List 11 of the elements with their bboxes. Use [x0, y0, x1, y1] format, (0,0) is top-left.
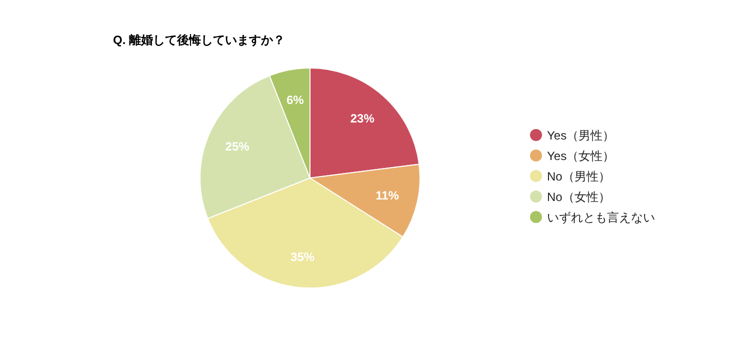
- data-label: 25%: [225, 140, 250, 154]
- data-label: 35%: [290, 250, 315, 264]
- chart-title: Q. 離婚して後悔していますか？: [113, 33, 286, 47]
- data-label: 23%: [350, 112, 375, 126]
- data-label: 6%: [286, 93, 304, 108]
- legend-label: Yes（男性）: [547, 128, 615, 142]
- legend-label: No（女性）: [547, 190, 610, 204]
- legend-label: いずれとも言えない: [547, 210, 655, 224]
- data-label: 11%: [376, 188, 400, 202]
- legend-label: Yes（女性）: [547, 149, 615, 163]
- legend-label: No（男性）: [547, 170, 610, 184]
